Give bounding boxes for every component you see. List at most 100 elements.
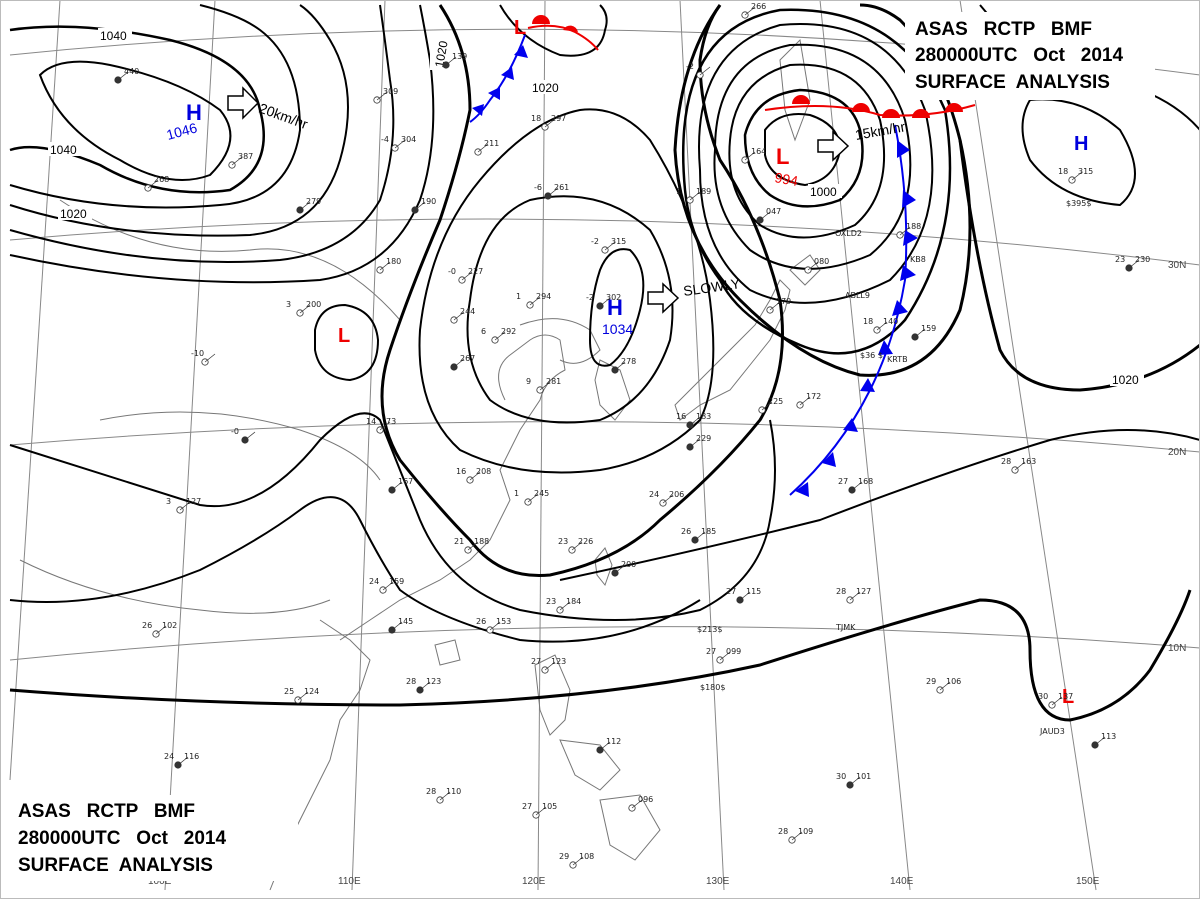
station-plot: 25 124 xyxy=(284,687,319,704)
wind-barb-icon xyxy=(544,118,556,128)
station-pressure: 159 xyxy=(921,324,936,333)
station-plot: 266 xyxy=(741,2,766,19)
station-temperature: 29 xyxy=(926,677,936,686)
station-pressure: 279 xyxy=(306,197,321,206)
station-pressure: 73 xyxy=(386,417,396,426)
station-pressure: 101 xyxy=(856,772,871,781)
station-plot: 21 188 xyxy=(454,537,489,554)
wind-barb-icon xyxy=(1094,736,1106,746)
station-id: OXLD2 xyxy=(835,229,862,238)
isobar-1012-low xyxy=(698,23,934,304)
station-pressure: 229 xyxy=(696,434,711,443)
station-pressure: 304 xyxy=(401,135,416,144)
station-plot: 179 xyxy=(766,297,791,314)
isobar-low-tibet xyxy=(314,303,380,382)
wind-barb-icon xyxy=(204,353,216,363)
station-plot: -6 261 xyxy=(534,183,569,200)
wind-barb-icon xyxy=(694,531,706,541)
wind-barb-icon xyxy=(391,621,403,631)
wind-barb-icon xyxy=(1014,461,1026,471)
station-pressure: 109 xyxy=(798,827,813,836)
lat-line-10n xyxy=(9,626,1200,661)
wind-barb-icon xyxy=(439,791,451,801)
isobar-1036 xyxy=(9,4,302,209)
isobar-1024-high xyxy=(418,108,715,474)
station-temperature: 30 xyxy=(1038,692,1048,701)
wind-barb-icon xyxy=(391,481,403,491)
lon-line-150e xyxy=(959,0,1097,891)
wind-barb-icon xyxy=(662,494,674,504)
isobar-1004 xyxy=(728,63,886,239)
wind-barb-icon xyxy=(791,831,803,841)
station-pressure: 164 xyxy=(751,147,766,156)
fronts xyxy=(469,15,976,497)
station-pressure: 102 xyxy=(162,621,177,630)
station-temperature: 18 xyxy=(1058,167,1068,176)
station-plot: 440 xyxy=(114,67,139,84)
station-pressure: 309 xyxy=(383,87,398,96)
central-pressure-north-china: 1034 xyxy=(602,321,633,337)
isobar-pacific-high xyxy=(1021,98,1136,207)
isobar-label: 1040 xyxy=(100,29,127,43)
station-plot: 211 xyxy=(474,139,499,156)
station-pressure: 226 xyxy=(578,537,593,546)
wind-barb-icon xyxy=(179,501,191,511)
low-marker-japan-sea: L xyxy=(776,144,789,169)
station-id: KB8 xyxy=(910,255,926,264)
station-pressure: 266 xyxy=(751,2,766,11)
lon-line-130e xyxy=(679,0,725,891)
station-plot: 30 101 xyxy=(836,772,871,789)
station-plot: 190 xyxy=(411,197,436,214)
wind-barb-icon xyxy=(689,416,701,426)
wind-barb-icon xyxy=(799,396,811,406)
china-coast xyxy=(339,334,566,641)
wind-barb-icon xyxy=(572,856,584,866)
station-temperature: 24 xyxy=(369,577,379,586)
station-id: JAUD3 xyxy=(1039,727,1065,736)
station-temperature: 27 xyxy=(838,477,848,486)
station-temperature: 27 xyxy=(522,802,532,811)
wind-barb-icon xyxy=(117,71,129,81)
station-pressure: 145 xyxy=(398,617,413,626)
station-pressure: 297 xyxy=(551,114,566,123)
station-pressure: 172 xyxy=(806,392,821,401)
lat-line-30n xyxy=(9,218,1200,266)
station-pressure: 387 xyxy=(238,152,253,161)
isobar-label: 1040 xyxy=(50,143,77,157)
station-plot: 172 xyxy=(796,392,821,409)
station-plot: 1 245 xyxy=(514,489,549,506)
wind-barb-icon xyxy=(494,331,506,341)
station-plot: 167 xyxy=(388,477,413,494)
station-id: $395$ xyxy=(1066,199,1091,208)
central-pressure-japan-sea: 994 xyxy=(773,169,799,189)
station-pressure: 225 xyxy=(768,397,783,406)
station-temperature: 24 xyxy=(649,490,659,499)
station-id: KRTB xyxy=(887,355,908,364)
isobar-1040 xyxy=(9,25,265,194)
station-plot: 30 137 xyxy=(1038,692,1073,709)
wind-barb-icon xyxy=(571,541,583,551)
wind-barb-icon xyxy=(535,806,547,816)
station-plot: 188 xyxy=(896,222,921,239)
header-line-agency: ASAS RCTP BMF xyxy=(915,19,1092,40)
lon-label-150e: 150E xyxy=(1076,876,1100,887)
station-plot: 244 xyxy=(450,307,475,324)
wind-barb-icon xyxy=(461,271,473,281)
station-id: $213$ xyxy=(697,625,722,634)
station-plot: 145 xyxy=(388,617,413,634)
movement-arrow-icon xyxy=(227,86,260,120)
station-temperature: 18 xyxy=(863,317,873,326)
station-temperature: 3 xyxy=(166,497,171,506)
station-plot: 23 184 xyxy=(546,597,581,614)
wind-barb-icon xyxy=(376,91,388,101)
wind-barb-icon xyxy=(394,139,406,149)
station-plot: 159 xyxy=(911,324,936,341)
footer-line-title: SURFACE ANALYSIS xyxy=(18,855,213,876)
pressure-systems: H 1046 20km/hr H 1034 SLOWLY L 994 15km/… xyxy=(165,17,1089,708)
station-pressure: 206 xyxy=(669,490,684,499)
wind-barb-icon xyxy=(807,261,819,271)
wind-barb-icon xyxy=(299,201,311,211)
station-pressure: 123 xyxy=(551,657,566,666)
station-pressure: 184 xyxy=(566,597,581,606)
